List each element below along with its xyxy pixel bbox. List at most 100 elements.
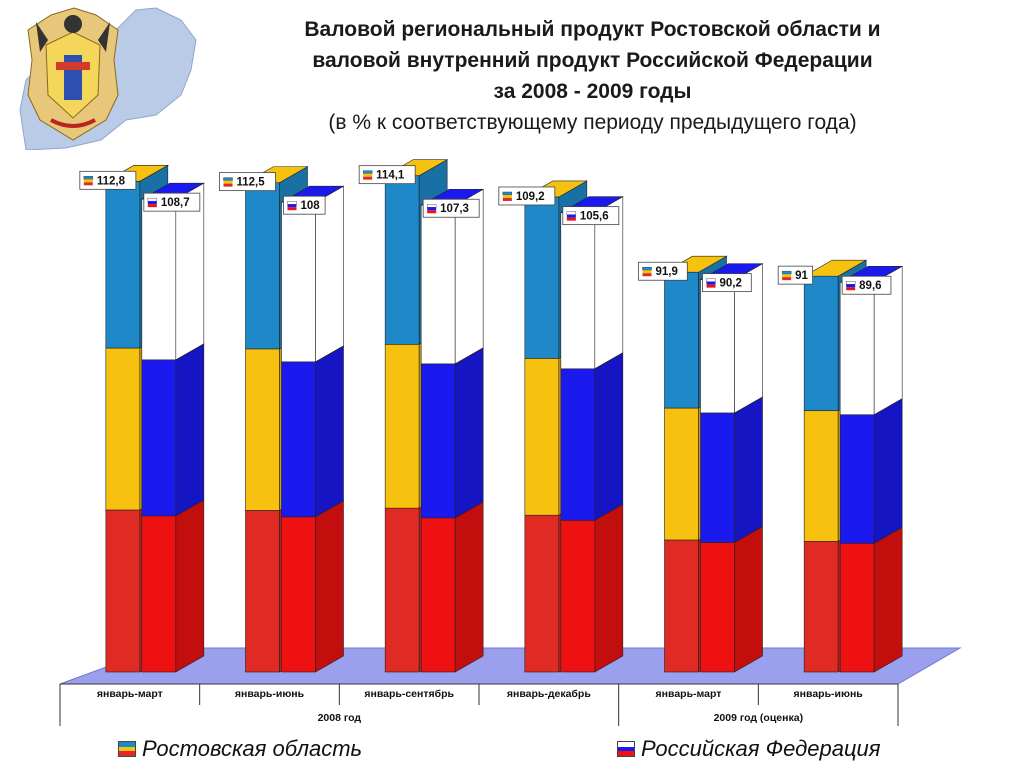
legend-item-russia: Российская Федерация xyxy=(617,736,881,762)
legend-swatch-russia xyxy=(617,741,635,757)
bar-region-1-front-seg-2 xyxy=(245,510,280,673)
value-label-region-4-text: 91,9 xyxy=(656,266,678,278)
bar-russia-1-side-seg-1 xyxy=(315,345,344,518)
bar-region-0-front-seg-0 xyxy=(105,181,141,349)
bar-russia-1-front-seg-1 xyxy=(281,361,316,518)
value-label-russia-5-flag-bot xyxy=(846,287,856,291)
bar-region-4-front-seg-0 xyxy=(664,271,699,409)
bar-russia-1 xyxy=(280,185,345,673)
bar-russia-1-front-seg-0 xyxy=(281,201,316,363)
value-label-region-2-flag-mid xyxy=(363,173,373,177)
value-label-russia-3-flag-top xyxy=(566,211,577,215)
coat-of-arms-icon xyxy=(27,7,119,141)
value-label-russia-5-flag-top xyxy=(845,281,856,285)
bar-russia-2-side-seg-2 xyxy=(454,501,484,673)
bar-region-1-front-seg-1 xyxy=(245,348,280,511)
bar-region-1-front-seg-0 xyxy=(245,182,280,350)
x-tick-label-2: январь-сентябрь xyxy=(364,688,454,700)
bar-region-5-front-seg-2 xyxy=(803,541,839,673)
value-label-russia-3-text: 105,6 xyxy=(580,211,609,223)
value-label-russia-0-box xyxy=(143,192,201,212)
region-emblem-logo xyxy=(19,7,197,150)
bar-russia-4-side-seg-1 xyxy=(734,396,763,544)
bar-russia-0-side-seg-2 xyxy=(175,499,205,673)
value-label-russia-2: 107,3 xyxy=(422,198,480,218)
value-label-russia-3-flag-bot xyxy=(566,217,576,221)
bar-russia-3-front-seg-2 xyxy=(560,520,596,673)
bar-region-5-front-seg-0 xyxy=(803,275,839,412)
bar-region-0-front-seg-1 xyxy=(105,347,141,511)
value-label-region-2-flag-bot xyxy=(363,176,373,180)
value-label-region-3-flag-top xyxy=(502,191,513,196)
value-label-region-5-flag-mid xyxy=(782,274,792,278)
bar-russia-4-front-seg-2 xyxy=(700,542,735,673)
bar-russia-0 xyxy=(140,182,205,673)
value-label-region-0-box xyxy=(79,170,137,190)
bar-russia-5 xyxy=(839,265,904,673)
value-label-region-5-flag-bot xyxy=(782,277,792,281)
bar-region-2-front-seg-0 xyxy=(384,175,420,345)
value-label-russia-0: 108,7 xyxy=(143,192,201,212)
value-label-region-2-box xyxy=(358,165,416,185)
value-label-russia-2-flag-bot xyxy=(427,210,437,214)
bar-russia-2-side-seg-1 xyxy=(454,347,484,519)
value-label-region-0-flag-mid xyxy=(83,179,93,183)
value-label-region-3-flag-mid xyxy=(502,194,512,198)
bar-russia-0-front-seg-1 xyxy=(141,359,177,517)
value-label-russia-2-box xyxy=(422,198,480,218)
value-label-russia-0-flag-bot xyxy=(147,204,157,208)
value-label-russia-0-text: 108,7 xyxy=(161,197,190,209)
value-label-region-1-flag-bot xyxy=(223,183,233,187)
bar-region-2-front-seg-1 xyxy=(384,344,420,509)
bar-russia-5-front-seg-2 xyxy=(839,543,875,673)
value-label-russia-0-flag-top xyxy=(147,197,158,202)
value-label-region-1: 112,5 xyxy=(219,172,276,192)
chart-subtitle: (в % к соответствующему периоду предыдущ… xyxy=(328,111,857,134)
bar-russia-0-front-seg-0 xyxy=(141,198,177,361)
value-label-russia-1: 108 xyxy=(283,195,326,215)
value-label-region-2-flag-top xyxy=(362,170,373,174)
value-label-region-5-text: 91 xyxy=(795,270,808,282)
value-label-russia-2-text: 107,3 xyxy=(440,203,469,215)
value-label-russia-3: 105,6 xyxy=(562,206,620,226)
value-label-region-1-flag-mid xyxy=(223,180,233,184)
value-label-region-0-flag-bot xyxy=(83,182,93,186)
value-label-russia-4: 90,2 xyxy=(702,273,752,293)
value-label-russia-5-flag-mid xyxy=(846,284,856,288)
legend-swatch-region xyxy=(118,741,136,757)
value-label-region-0-text: 112,8 xyxy=(97,175,126,187)
value-label-region-1-flag-top xyxy=(223,177,233,181)
bar-russia-0-side-seg-1 xyxy=(175,343,205,517)
bar-russia-1-side-seg-2 xyxy=(315,500,344,673)
bar-russia-4-front-seg-1 xyxy=(700,412,735,543)
value-label-russia-3-box xyxy=(562,206,620,226)
title-line-3: за 2008 - 2009 годы xyxy=(493,80,692,103)
x-group-label-0: 2008 год xyxy=(318,712,362,724)
x-tick-label-4: январь-март xyxy=(656,688,722,700)
bar-region-2-front-seg-2 xyxy=(384,507,420,673)
bar-region-3-front-seg-2 xyxy=(524,514,560,673)
x-tick-label-3: январь-декабрь xyxy=(507,688,591,700)
bar-russia-5-front-seg-1 xyxy=(839,414,875,544)
value-label-region-0: 112,8 xyxy=(79,170,137,190)
value-label-region-3-flag-bot xyxy=(502,197,512,201)
bar-russia-4-side-seg-2 xyxy=(734,526,763,673)
bar-region-3-front-seg-1 xyxy=(524,358,560,516)
x-tick-label-0: январь-март xyxy=(97,688,163,700)
value-label-russia-4-text: 90,2 xyxy=(720,278,742,290)
bar-region-4-front-seg-1 xyxy=(664,407,699,541)
value-label-region-3-text: 109,2 xyxy=(516,191,545,203)
x-tick-label-1: январь-июнь xyxy=(235,688,305,700)
legend-label-russia: Российская Федерация xyxy=(641,736,881,761)
bar-russia-0-front-seg-2 xyxy=(141,515,177,673)
value-label-russia-1-flag-bot xyxy=(287,207,297,211)
value-label-region-4-flag-mid xyxy=(642,270,652,274)
value-label-russia-5: 89,6 xyxy=(841,275,892,295)
bar-region-5-front-seg-1 xyxy=(803,410,839,542)
value-label-russia-2-flag-top xyxy=(426,204,437,208)
bar-russia-5-front-seg-0 xyxy=(839,281,875,416)
title-line-1: Валовой региональный продукт Ростовской … xyxy=(304,18,881,41)
value-label-russia-5-text: 89,6 xyxy=(859,280,881,292)
value-label-region-4: 91,9 xyxy=(638,261,688,281)
